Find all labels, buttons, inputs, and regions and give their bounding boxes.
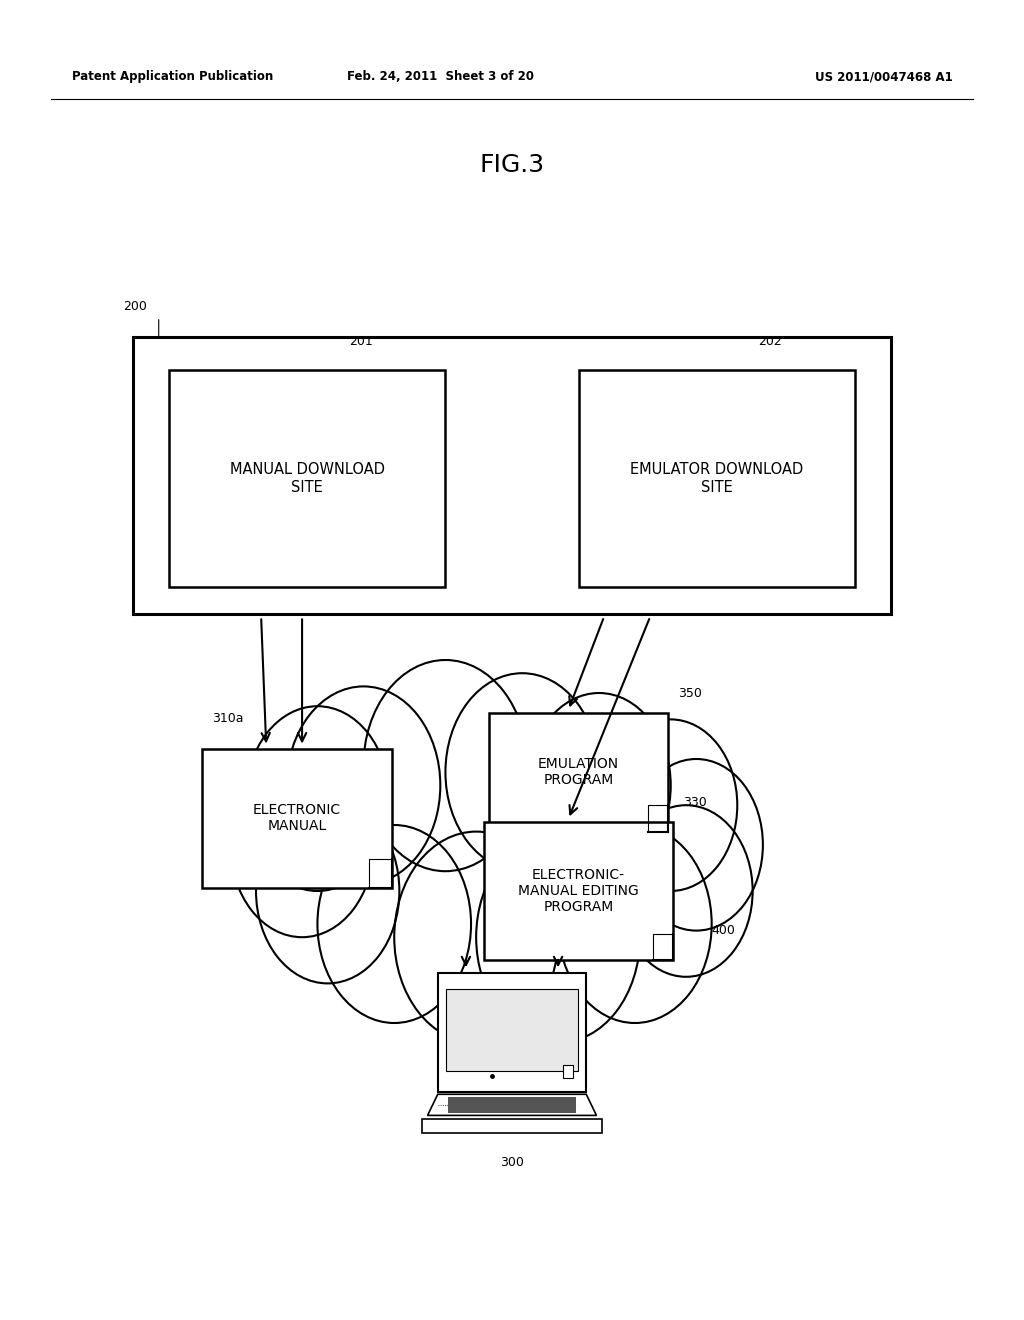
Circle shape bbox=[287, 686, 440, 884]
Text: 400: 400 bbox=[712, 924, 735, 937]
Text: ELECTRONIC-
MANUAL EDITING
PROGRAM: ELECTRONIC- MANUAL EDITING PROGRAM bbox=[518, 867, 639, 915]
Text: Feb. 24, 2011  Sheet 3 of 20: Feb. 24, 2011 Sheet 3 of 20 bbox=[347, 70, 534, 83]
Circle shape bbox=[364, 660, 527, 871]
Bar bbox=[579, 370, 855, 587]
Circle shape bbox=[630, 759, 763, 931]
Circle shape bbox=[317, 825, 471, 1023]
Circle shape bbox=[558, 825, 712, 1023]
Text: 201: 201 bbox=[348, 335, 373, 348]
Text: EMULATOR DOWNLOAD
SITE: EMULATOR DOWNLOAD SITE bbox=[630, 462, 804, 495]
Text: 300: 300 bbox=[500, 1156, 524, 1170]
Bar bbox=[563, 1065, 573, 1078]
Circle shape bbox=[230, 752, 374, 937]
Circle shape bbox=[476, 832, 640, 1043]
Text: US 2011/0047468 A1: US 2011/0047468 A1 bbox=[814, 70, 952, 83]
Text: MANUAL DOWNLOAD
SITE: MANUAL DOWNLOAD SITE bbox=[229, 462, 385, 495]
Bar bbox=[483, 821, 674, 961]
Circle shape bbox=[445, 673, 599, 871]
Text: 202: 202 bbox=[758, 335, 782, 348]
Bar bbox=[202, 750, 391, 887]
Bar bbox=[438, 973, 586, 1092]
Bar bbox=[446, 989, 578, 1071]
Polygon shape bbox=[428, 1094, 596, 1115]
Text: 330: 330 bbox=[684, 796, 708, 808]
Circle shape bbox=[620, 805, 753, 977]
Bar bbox=[449, 1097, 575, 1113]
Text: 200: 200 bbox=[123, 300, 146, 313]
Bar bbox=[488, 713, 668, 832]
Bar bbox=[422, 1119, 601, 1133]
Text: ELECTRONIC
MANUAL: ELECTRONIC MANUAL bbox=[253, 804, 341, 833]
Text: 350: 350 bbox=[678, 686, 702, 700]
Circle shape bbox=[246, 706, 389, 891]
Bar bbox=[133, 337, 891, 614]
Text: Patent Application Publication: Patent Application Publication bbox=[72, 70, 273, 83]
Circle shape bbox=[527, 693, 671, 878]
Circle shape bbox=[394, 832, 558, 1043]
Text: EMULATION
PROGRAM: EMULATION PROGRAM bbox=[538, 758, 620, 787]
Text: 310a: 310a bbox=[213, 713, 244, 726]
Circle shape bbox=[256, 799, 399, 983]
Circle shape bbox=[604, 719, 737, 891]
Bar bbox=[169, 370, 445, 587]
Text: FIG.3: FIG.3 bbox=[479, 153, 545, 177]
